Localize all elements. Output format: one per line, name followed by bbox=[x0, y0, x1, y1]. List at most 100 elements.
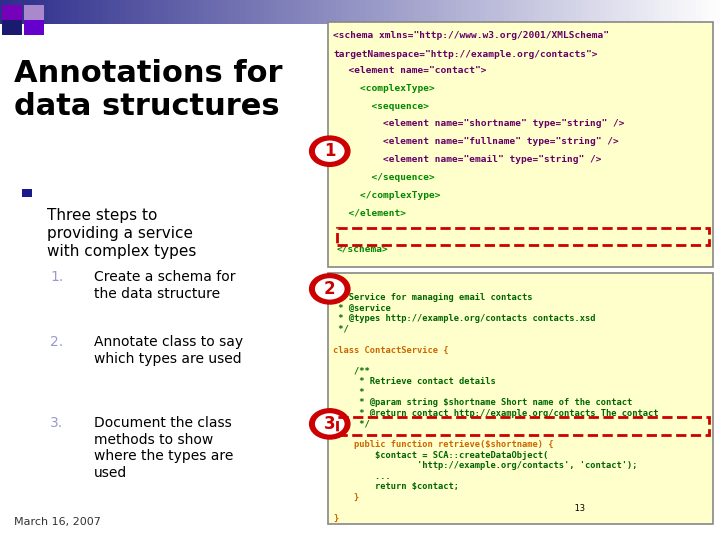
Bar bbox=[414, 0, 420, 24]
Bar bbox=[2, 20, 22, 35]
Text: * @param string $shortname Short name of the contact: * @param string $shortname Short name of… bbox=[333, 399, 633, 407]
Bar bbox=[462, 0, 468, 24]
Text: 1.: 1. bbox=[50, 270, 63, 284]
Text: Annotate class to say
which types are used: Annotate class to say which types are us… bbox=[94, 335, 243, 366]
Bar bbox=[174, 0, 180, 24]
Bar bbox=[306, 0, 312, 24]
Bar bbox=[432, 0, 438, 24]
Bar bbox=[342, 0, 348, 24]
Bar bbox=[708, 0, 714, 24]
Bar bbox=[282, 0, 288, 24]
Text: class ContactService {: class ContactService { bbox=[333, 346, 449, 355]
Bar bbox=[192, 0, 198, 24]
Bar bbox=[276, 0, 282, 24]
Text: * @types http://example.org/contacts contacts.xsd: * @types http://example.org/contacts con… bbox=[333, 314, 596, 323]
Text: Annotations for
data structures: Annotations for data structures bbox=[14, 59, 283, 121]
Bar bbox=[120, 0, 126, 24]
Bar bbox=[348, 0, 354, 24]
Text: <schema xmlns="http://www.w3.org/2001/XMLSchema": <schema xmlns="http://www.w3.org/2001/XM… bbox=[333, 31, 609, 40]
Bar bbox=[126, 0, 132, 24]
Bar bbox=[90, 0, 96, 24]
Text: * Retrieve contact details: * Retrieve contact details bbox=[333, 377, 496, 386]
Bar bbox=[672, 0, 678, 24]
Bar bbox=[612, 0, 618, 24]
Bar bbox=[78, 0, 84, 24]
Text: <element name="contact">: <element name="contact"> bbox=[337, 66, 487, 75]
Bar bbox=[102, 0, 108, 24]
Bar bbox=[330, 0, 336, 24]
Circle shape bbox=[310, 136, 350, 166]
Bar bbox=[504, 0, 510, 24]
Bar bbox=[354, 0, 360, 24]
Bar bbox=[258, 0, 264, 24]
Bar bbox=[204, 0, 210, 24]
Bar bbox=[0, 0, 6, 24]
Bar bbox=[42, 0, 48, 24]
Text: * @service: * @service bbox=[333, 303, 391, 313]
Bar bbox=[336, 0, 342, 24]
Circle shape bbox=[310, 274, 350, 304]
Bar bbox=[498, 0, 504, 24]
Bar bbox=[6, 0, 12, 24]
Bar bbox=[588, 0, 594, 24]
Text: 2.: 2. bbox=[50, 335, 63, 349]
Text: targetNamespace="http://example.org/contacts">: targetNamespace="http://example.org/cont… bbox=[333, 50, 598, 59]
Bar bbox=[480, 0, 486, 24]
Bar bbox=[702, 0, 708, 24]
Text: * @return contact http://example.org/contacts The contact: * @return contact http://example.org/con… bbox=[333, 409, 659, 418]
Bar bbox=[234, 0, 240, 24]
Bar bbox=[180, 0, 186, 24]
Bar bbox=[54, 0, 60, 24]
Text: }: } bbox=[333, 514, 338, 523]
Text: 2: 2 bbox=[324, 280, 336, 298]
Bar bbox=[210, 0, 216, 24]
Bar bbox=[492, 0, 498, 24]
Text: <complexType>: <complexType> bbox=[337, 84, 435, 93]
Bar bbox=[144, 0, 150, 24]
Bar bbox=[390, 0, 396, 24]
Bar bbox=[366, 0, 372, 24]
Text: * Service for managing email contacts: * Service for managing email contacts bbox=[333, 293, 533, 302]
Bar bbox=[594, 0, 600, 24]
Bar bbox=[516, 0, 522, 24]
Bar bbox=[270, 0, 276, 24]
Bar bbox=[22, 189, 32, 197]
Text: </element>: </element> bbox=[337, 208, 406, 218]
Bar bbox=[714, 0, 720, 24]
Bar bbox=[66, 0, 72, 24]
Bar bbox=[438, 0, 444, 24]
Bar bbox=[264, 0, 270, 24]
Bar bbox=[402, 0, 408, 24]
Bar bbox=[2, 5, 22, 20]
Bar bbox=[552, 0, 558, 24]
Bar bbox=[24, 5, 44, 20]
Text: Create a schema for
the data structure: Create a schema for the data structure bbox=[94, 270, 235, 301]
Bar bbox=[12, 0, 18, 24]
Bar bbox=[450, 0, 456, 24]
Bar bbox=[114, 0, 120, 24]
Bar bbox=[426, 0, 432, 24]
Text: </complexType>: </complexType> bbox=[337, 191, 441, 200]
Bar bbox=[558, 0, 564, 24]
Text: Document the class
methods to show
where the types are
used: Document the class methods to show where… bbox=[94, 416, 233, 480]
Text: <element name="shortname" type="string" />: <element name="shortname" type="string" … bbox=[337, 119, 624, 129]
Bar bbox=[624, 0, 630, 24]
Bar bbox=[576, 0, 582, 24]
Text: */: */ bbox=[333, 325, 349, 334]
Text: 1: 1 bbox=[324, 142, 336, 160]
Circle shape bbox=[310, 409, 350, 439]
Bar bbox=[534, 0, 540, 24]
Bar bbox=[372, 0, 378, 24]
Text: 'http://example.org/contacts', 'contact');: 'http://example.org/contacts', 'contact'… bbox=[333, 461, 638, 470]
Bar bbox=[24, 20, 44, 35]
Text: Three steps to
providing a service
with complex types: Three steps to providing a service with … bbox=[47, 208, 196, 259]
Circle shape bbox=[313, 139, 346, 164]
Bar bbox=[328, 22, 713, 267]
Bar bbox=[328, 273, 713, 524]
Circle shape bbox=[313, 411, 346, 436]
Text: <element name="email" type="string" />: <element name="email" type="string" /> bbox=[337, 155, 601, 164]
Bar bbox=[162, 0, 168, 24]
Bar bbox=[546, 0, 552, 24]
Bar bbox=[642, 0, 648, 24]
Bar bbox=[288, 0, 294, 24]
